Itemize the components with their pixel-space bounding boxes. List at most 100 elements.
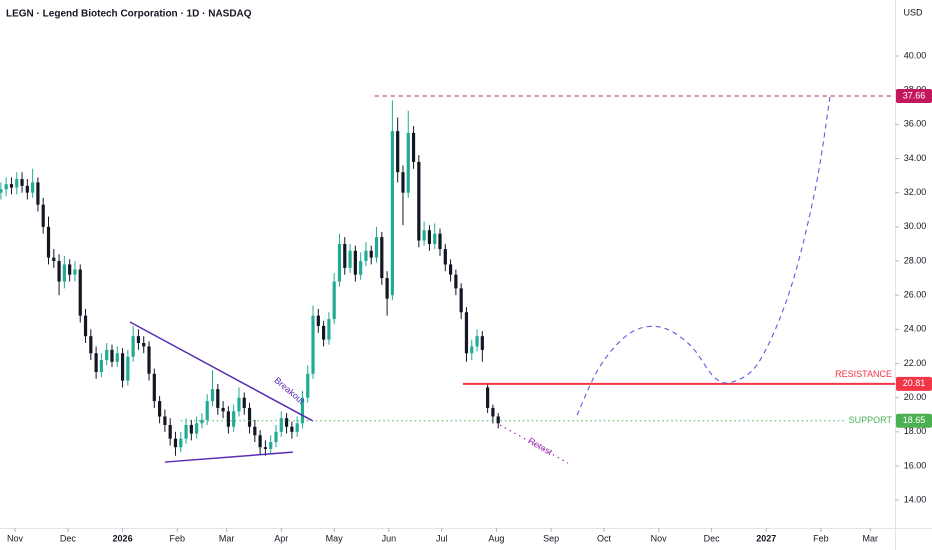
candle-body <box>422 230 426 241</box>
candle-body <box>443 249 447 265</box>
y-tick-label: 22.00 <box>904 358 927 368</box>
candle-body <box>216 389 220 408</box>
candle-body <box>247 407 252 427</box>
y-tick-label: 18.00 <box>904 426 927 436</box>
candle-body <box>189 424 193 434</box>
y-tick-label: 14.00 <box>904 495 927 505</box>
candle-body <box>486 387 490 408</box>
price-badge <box>896 376 932 391</box>
candle-body <box>279 418 283 432</box>
candle-body <box>491 407 495 417</box>
chart-title: LEGN · Legend Biotech Corporation · 1D ·… <box>6 9 252 20</box>
candle-body <box>364 250 368 262</box>
candle-body <box>163 416 167 425</box>
candle-body <box>4 184 8 190</box>
y-tick-label: 32.00 <box>904 187 927 197</box>
candle-body <box>136 336 141 344</box>
candle-body <box>195 423 199 434</box>
candle-body <box>427 230 432 244</box>
candle-body <box>300 397 305 424</box>
candle-body <box>226 411 230 427</box>
currency-label[interactable]: USD <box>903 7 923 17</box>
candle-body <box>284 418 289 427</box>
x-tick-label: Jul <box>436 533 448 543</box>
x-tick-label: Apr <box>274 533 288 543</box>
candle-body <box>332 281 336 320</box>
candle-body <box>126 356 130 381</box>
y-tick-label: 16.00 <box>904 460 927 470</box>
candle-body <box>306 373 310 398</box>
x-tick-label: Nov <box>7 533 24 543</box>
projection-path <box>576 95 831 416</box>
y-tick-label: 30.00 <box>904 221 927 231</box>
candle-body <box>237 397 241 412</box>
candle-body <box>83 315 88 337</box>
candle-body <box>454 274 458 289</box>
price-badge-label: 37.66 <box>903 90 926 100</box>
candle-body <box>0 189 3 193</box>
price-badge-label: 18.65 <box>903 415 926 425</box>
candle-body <box>327 319 331 340</box>
x-tick-label: Sep <box>543 533 559 543</box>
candle-body <box>62 264 66 282</box>
y-tick-label: 40.00 <box>904 50 927 60</box>
candle-body <box>120 353 125 381</box>
x-tick-label: Aug <box>488 533 504 543</box>
candle-body <box>274 431 278 443</box>
candle-body <box>385 278 389 299</box>
x-tick-label: Feb <box>169 533 185 543</box>
candle-body <box>290 426 294 432</box>
candle-body <box>311 315 315 374</box>
candle-body <box>417 161 421 241</box>
candle-body <box>78 269 82 316</box>
candle-body <box>411 132 416 162</box>
y-tick-label: 28.00 <box>904 255 927 265</box>
x-tick-label: 2026 <box>113 533 133 543</box>
candle-body <box>158 401 162 417</box>
candle-body <box>105 349 109 361</box>
x-tick-label: Dec <box>704 533 721 543</box>
candle-body <box>232 411 236 427</box>
candle-body <box>99 360 104 373</box>
y-tick-label: 26.00 <box>904 290 927 300</box>
candle-body <box>316 315 320 326</box>
retest-path <box>499 424 569 464</box>
candle-body <box>295 423 299 432</box>
x-tick-label: Jun <box>382 533 397 543</box>
price-badge <box>896 413 932 428</box>
candle-body <box>380 237 384 279</box>
x-tick-label: Dec <box>60 533 77 543</box>
candle-body <box>369 250 373 258</box>
candle-body <box>337 243 342 282</box>
candle-body <box>36 182 40 205</box>
candle-body <box>46 226 51 258</box>
candle-body <box>89 336 93 354</box>
price-badge-label: 20.81 <box>903 378 926 388</box>
x-tick-label: Nov <box>651 533 668 543</box>
candle-body <box>221 407 225 412</box>
candle-body <box>353 250 357 275</box>
y-tick-label: 20.00 <box>904 392 927 402</box>
trendline <box>129 321 314 422</box>
candle-body <box>110 349 114 362</box>
candle-body <box>401 172 405 193</box>
candle-body <box>464 312 469 354</box>
candle-body <box>263 447 268 449</box>
candle-body <box>179 438 183 448</box>
candle-body <box>15 179 19 188</box>
candle-body <box>242 397 246 408</box>
candle-body <box>31 182 35 193</box>
candle-body <box>210 389 215 402</box>
x-tick-label: Feb <box>813 533 829 543</box>
candle-body <box>142 343 146 347</box>
candle-body <box>152 373 156 402</box>
level-label-bg <box>833 369 894 380</box>
level-label-bg <box>846 415 895 426</box>
candle-body <box>115 353 119 362</box>
candle-body <box>433 233 437 244</box>
candle-body <box>20 179 24 186</box>
candle-body <box>168 424 172 439</box>
level-label: RESISTANCE <box>835 369 892 379</box>
